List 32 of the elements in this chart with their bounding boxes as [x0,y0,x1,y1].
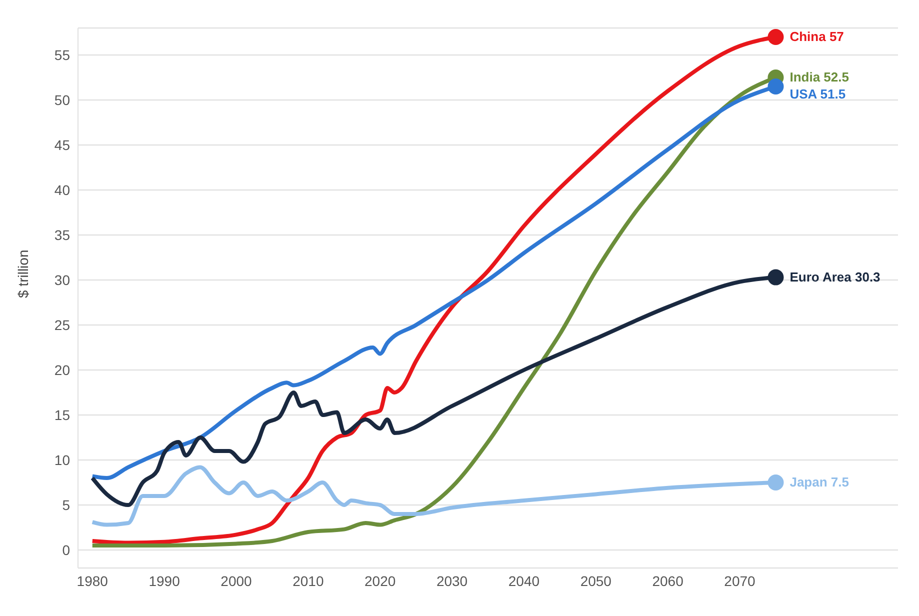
y-tick-label: 20 [54,362,70,378]
x-tick-label: 2070 [724,572,756,589]
x-tick-label: 2000 [220,572,252,589]
y-tick-label: 15 [54,406,70,423]
y-tick-label: 40 [54,182,70,198]
x-tick-label: 1990 [148,572,180,589]
y-tick-label: 5 [62,496,70,513]
y-tick-label: 55 [54,46,70,63]
y-tick-label: 35 [54,226,70,243]
point [768,474,784,490]
y-tick-label: 0 [62,542,70,558]
y-tick-label: 50 [54,92,70,108]
x-tick-label: 2030 [436,572,468,589]
annotation: USA 51.5 [790,86,846,102]
x-tick-label: 1980 [76,572,108,589]
annotation: India 52.5 [790,70,849,84]
x-tick-label: 2040 [508,572,540,589]
y-tick-label: 30 [54,272,70,288]
x-tick-label: 2010 [292,572,324,589]
y-axis-title: $ trillion [14,250,31,298]
annotation: Japan 7.5 [790,474,849,490]
y-tick-label: 45 [54,136,70,153]
x-tick-label: 2060 [652,572,684,589]
point [768,78,784,94]
point [768,269,784,286]
y-tick-label: 25 [54,316,70,333]
annotation: China 57 [790,29,844,44]
point [768,29,784,45]
x-tick-label: 2020 [364,572,396,589]
x-tick-label: 2050 [580,572,612,589]
annotation: Euro Area 30.3 [790,269,880,284]
y-tick-label: 10 [54,452,70,468]
